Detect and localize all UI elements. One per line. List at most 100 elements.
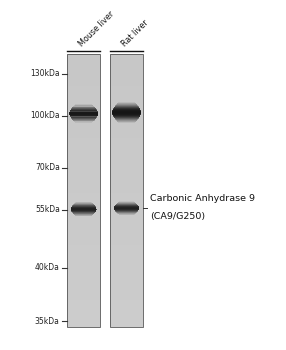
Bar [110,281,143,284]
Bar [110,270,143,273]
Bar [118,102,135,103]
Bar [110,86,143,88]
Bar [76,215,92,216]
Bar [67,81,100,84]
Bar [110,240,143,243]
Bar [67,154,100,157]
Bar [110,95,143,97]
Bar [117,203,136,204]
Bar [71,109,97,110]
Bar [72,212,95,213]
Bar [110,304,143,307]
Bar [110,183,143,186]
Bar [67,206,100,209]
Bar [67,125,100,127]
Bar [110,75,143,77]
Bar [110,122,143,125]
Bar [67,177,100,179]
Bar [113,116,140,117]
Bar [114,207,139,208]
Bar [110,174,143,177]
Bar [67,270,100,273]
Bar [67,186,100,189]
Bar [110,190,143,193]
Bar [115,210,138,211]
Bar [67,75,100,77]
Bar [67,65,100,68]
Bar [67,254,100,257]
Bar [110,209,143,211]
Bar [110,120,143,122]
Bar [67,234,100,236]
Bar [67,181,100,184]
Bar [110,245,143,248]
Text: Mouse liver: Mouse liver [77,10,116,49]
Bar [110,259,143,261]
Bar [67,138,100,141]
Text: (CA9/G250): (CA9/G250) [150,212,205,222]
Bar [110,216,143,218]
Bar [110,72,143,75]
Bar [110,163,143,166]
Bar [67,247,100,250]
Bar [67,216,100,218]
Bar [67,129,100,132]
Bar [67,193,100,195]
Bar [115,204,138,205]
Bar [117,212,136,213]
Bar [74,214,94,215]
Bar [110,311,143,314]
Bar [110,293,143,295]
Bar [110,261,143,264]
Bar [112,111,141,112]
Bar [110,188,143,191]
Bar [70,116,98,117]
Bar [67,108,100,111]
Bar [117,121,136,122]
Bar [115,205,138,206]
Bar [114,206,139,207]
Bar [112,113,141,114]
Bar [67,204,100,206]
Bar [110,218,143,220]
Bar [74,105,93,106]
Bar [116,119,137,120]
Bar [110,234,143,236]
Bar [67,274,100,277]
Bar [110,129,143,132]
Bar [71,210,96,211]
Bar [69,112,98,113]
Bar [115,105,138,106]
Bar [114,209,139,210]
Bar [67,168,100,170]
Bar [110,252,143,254]
Bar [114,208,139,209]
Bar [67,238,100,241]
Bar [74,203,93,204]
Bar [110,254,143,257]
Bar [116,211,137,212]
Bar [110,143,143,145]
Bar [118,103,136,104]
Bar [67,68,100,70]
Bar [67,309,100,312]
Bar [110,68,143,70]
Bar [110,290,143,293]
Bar [67,304,100,307]
Bar [115,118,138,119]
Bar [110,131,143,134]
Bar [67,311,100,314]
Bar [67,190,100,193]
Bar [110,222,143,225]
Bar [110,272,143,275]
Bar [113,115,140,116]
Text: 40kDa: 40kDa [35,263,60,272]
Bar [67,95,100,97]
Bar [67,97,100,100]
Bar [67,320,100,323]
Bar [116,204,137,205]
Bar [71,210,96,211]
Bar [110,138,143,141]
Bar [110,288,143,291]
Bar [71,117,97,118]
